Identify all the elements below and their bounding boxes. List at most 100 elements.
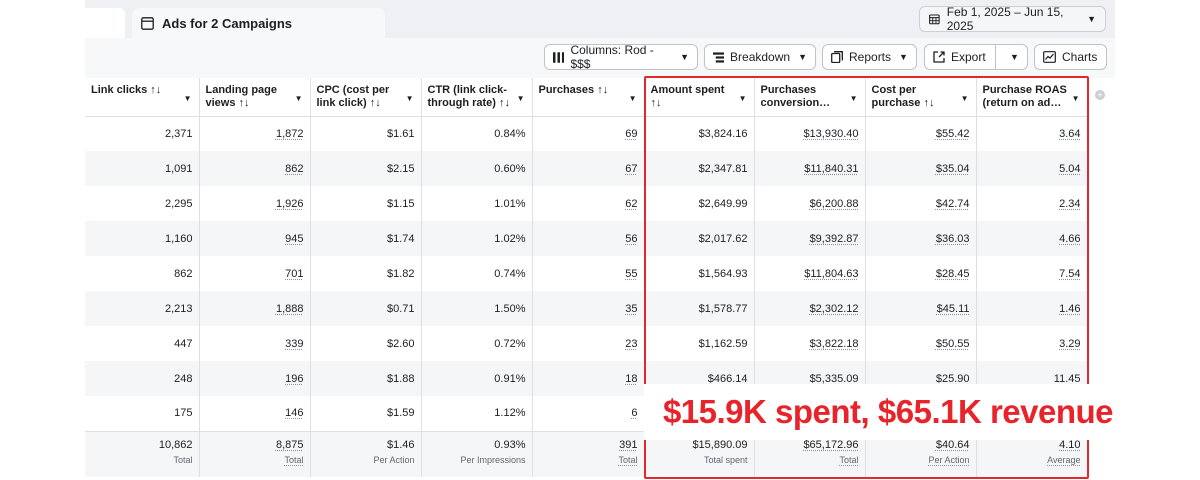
table-row[interactable]: 1,160 945 $1.74 1.02% 56 $2,017.62 $9,392.87 $3… (85, 221, 1088, 256)
cell-value: $0.71 (386, 302, 415, 315)
column-header[interactable]: CTR (link click-through rate) ↑↓ ▼ (421, 78, 533, 117)
chevron-down-icon[interactable]: ▼ (1071, 94, 1080, 103)
table-cell[interactable]: 1,888 (199, 291, 311, 326)
column-header[interactable]: CPC (cost per link click) ↑↓ ▼ (310, 78, 422, 117)
table-cell[interactable]: $6,200.88 (754, 186, 866, 221)
column-header[interactable]: Link clicks ↑↓ ▼ (85, 78, 200, 117)
chevron-down-icon[interactable]: ▼ (628, 94, 637, 103)
reports-button[interactable]: Reports ▼ (822, 44, 917, 70)
table-cell[interactable]: $35.04 (865, 151, 977, 186)
column-header[interactable]: Landing page views ↑↓ ▼ (199, 78, 311, 117)
chevron-down-icon[interactable]: ▼ (738, 94, 747, 103)
table-cell[interactable]: $55.42 (865, 116, 977, 151)
table-cell[interactable]: 18 (532, 361, 645, 396)
table-cell: $2,649.99 (644, 186, 755, 221)
chart-icon (1043, 51, 1056, 63)
cell-value: 1,091 (164, 162, 193, 175)
chevron-down-icon[interactable]: ▼ (294, 94, 303, 103)
column-header[interactable]: Amount spent ↑↓ ▼ (644, 78, 755, 117)
cell-value: 862 (285, 162, 304, 175)
chevron-down-icon[interactable]: ▼ (405, 94, 414, 103)
table-cell[interactable]: 6 (532, 396, 645, 431)
chevron-down-icon[interactable]: ▼ (849, 94, 858, 103)
column-header-label: Cost per purchase ↑↓ (871, 84, 935, 109)
table-cell[interactable]: $28.45 (865, 256, 977, 291)
table-row[interactable]: 2,213 1,888 $0.71 1.50% 35 $1,578.77 $2,302.12… (85, 291, 1088, 326)
table-cell[interactable]: 7.54 (976, 256, 1088, 291)
column-header[interactable]: Cost per purchase ↑↓ ▼ (865, 78, 977, 117)
table-cell[interactable]: 339 (199, 326, 311, 361)
export-divider (995, 45, 996, 69)
cell-value: $1,578.77 (698, 302, 748, 315)
export-button[interactable]: Export ▼ (924, 44, 1028, 70)
column-header[interactable]: Purchases ↑↓ ▼ (532, 78, 645, 117)
table-row[interactable]: 2,371 1,872 $1.61 0.84% 69 $3,824.16 $13,930.4… (85, 116, 1088, 151)
tab-label: Ads for 2 Campaigns (162, 15, 293, 31)
table-cell[interactable]: $9,392.87 (754, 221, 866, 256)
table-row[interactable]: 2,295 1,926 $1.15 1.01% 62 $2,649.99 $6,200.88… (85, 186, 1088, 221)
total-sublabel: Per Action (373, 454, 415, 465)
charts-button[interactable]: Charts (1034, 44, 1107, 70)
table-cell[interactable]: $45.11 (865, 291, 977, 326)
table-cell[interactable]: 23 (532, 326, 645, 361)
table-cell[interactable]: 3.64 (976, 116, 1088, 151)
table-cell[interactable]: $11,804.63 (754, 256, 866, 291)
table-row[interactable]: 1,091 862 $2.15 0.60% 67 $2,347.81 $11,840.31 $… (85, 151, 1088, 186)
cell-value: 3.64 (1059, 127, 1081, 140)
cell-value: $9,392.87 (809, 232, 859, 245)
table-cell: 1.02% (421, 221, 533, 256)
table-cell[interactable]: 862 (199, 151, 311, 186)
chevron-down-icon[interactable]: ▼ (960, 94, 969, 103)
column-header[interactable]: Purchases conversion… ▼ (754, 78, 866, 117)
cell-value: 69 (625, 127, 638, 140)
table-cell[interactable]: 56 (532, 221, 645, 256)
table-cell[interactable]: $11,840.31 (754, 151, 866, 186)
total-sublabel: Per Action (928, 454, 970, 465)
table-cell[interactable]: $36.03 (865, 221, 977, 256)
table-row[interactable]: 447 339 $2.60 0.72% 23 $1,162.59 $3,822.18 $50.… (85, 326, 1088, 361)
table-cell[interactable]: 1,926 (199, 186, 311, 221)
table-cell: 447 (85, 326, 200, 361)
table-cell[interactable]: 2.34 (976, 186, 1088, 221)
table-cell[interactable]: $3,822.18 (754, 326, 866, 361)
breakdown-button[interactable]: Breakdown ▼ (704, 44, 816, 70)
table-cell[interactable]: 35 (532, 291, 645, 326)
tab-ads-for-campaigns[interactable]: Ads for 2 Campaigns (132, 8, 385, 38)
table-cell[interactable]: 3.29 (976, 326, 1088, 361)
chevron-down-icon[interactable]: ▼ (516, 94, 525, 103)
table-cell[interactable]: 701 (199, 256, 311, 291)
table-row[interactable]: 862 701 $1.82 0.74% 55 $1,564.93 $11,804.63 $28… (85, 256, 1088, 291)
table-cell[interactable]: 67 (532, 151, 645, 186)
table-cell: $2.60 (310, 326, 422, 361)
table-cell[interactable]: 196 (199, 361, 311, 396)
table-cell: $1,162.59 (644, 326, 755, 361)
table-cell[interactable]: 1.46 (976, 291, 1088, 326)
table-cell[interactable]: 5.04 (976, 151, 1088, 186)
table-cell[interactable]: 69 (532, 116, 645, 151)
table-cell[interactable]: $2,302.12 (754, 291, 866, 326)
table-cell: $2,017.62 (644, 221, 755, 256)
cell-value: 0.60% (494, 162, 526, 175)
chevron-down-icon[interactable]: ▼ (183, 94, 192, 103)
cell-value: $28.45 (935, 267, 970, 280)
cell-value: $11,840.31 (804, 162, 859, 175)
table-cell[interactable]: 1,872 (199, 116, 311, 151)
export-menu-chevron-icon[interactable]: ▼ (1010, 52, 1019, 62)
table-cell[interactable]: 4.66 (976, 221, 1088, 256)
cell-value: 1.50% (494, 302, 526, 315)
column-header[interactable]: Purchase ROAS (return on ad… ▼ (976, 78, 1088, 117)
table-cell[interactable]: $42.74 (865, 186, 977, 221)
tab-previous[interactable] (85, 8, 125, 38)
table-cell[interactable]: 945 (199, 221, 311, 256)
date-range-picker[interactable]: Feb 1, 2025 – Jun 15, 2025 ▼ (919, 5, 1106, 33)
table-cell[interactable]: 55 (532, 256, 645, 291)
cell-value: 1.02% (494, 232, 526, 245)
table-cell[interactable]: $13,930.40 (754, 116, 866, 151)
ads-manager: Ads for 2 Campaigns Feb 1, 2025 – Jun 15… (85, 0, 1115, 480)
columns-button[interactable]: Columns: Rod - $$$ ▼ (544, 43, 698, 71)
chevron-down-icon: ▼ (1087, 14, 1096, 24)
table-cell[interactable]: 146 (199, 396, 311, 431)
table-cell[interactable]: $50.55 (865, 326, 977, 361)
table-cell[interactable]: 62 (532, 186, 645, 221)
add-column-icon[interactable]: + (1095, 90, 1105, 100)
